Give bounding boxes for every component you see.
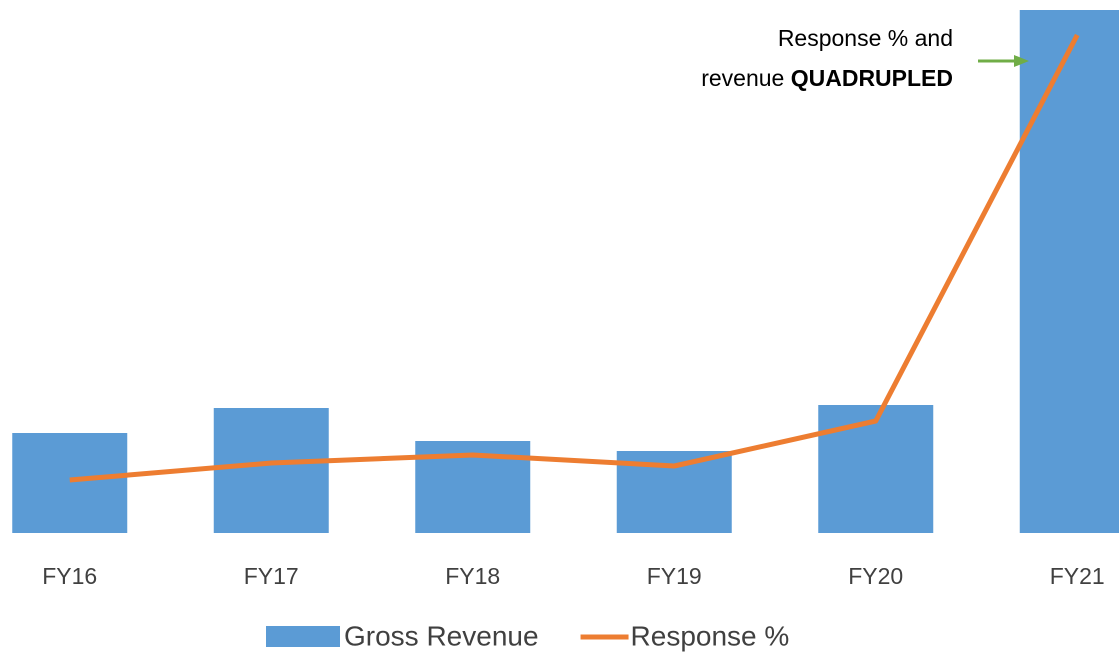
bar [818,405,934,533]
annotation-emphasis: QUADRUPLED [791,65,953,91]
bar [213,408,329,533]
legend-label: Gross Revenue [344,620,539,651]
x-tick-label: FY17 [244,563,299,589]
legend-swatch [266,626,340,647]
annotation-arrowhead [1014,55,1029,67]
line [69,33,1080,483]
annotation-line: Response % and [778,25,953,51]
bar [12,433,128,533]
bar [1019,10,1119,533]
x-tick-label: FY20 [848,563,903,589]
x-tick-label: FY19 [647,563,702,589]
x-tick-label: FY21 [1050,563,1105,589]
legend-label: Response % [631,620,790,651]
x-tick-label: FY18 [445,563,500,589]
annotation-line: revenue QUADRUPLED [701,65,953,91]
annotation-text: revenue [701,65,784,91]
x-tick-label: FY16 [42,563,97,589]
